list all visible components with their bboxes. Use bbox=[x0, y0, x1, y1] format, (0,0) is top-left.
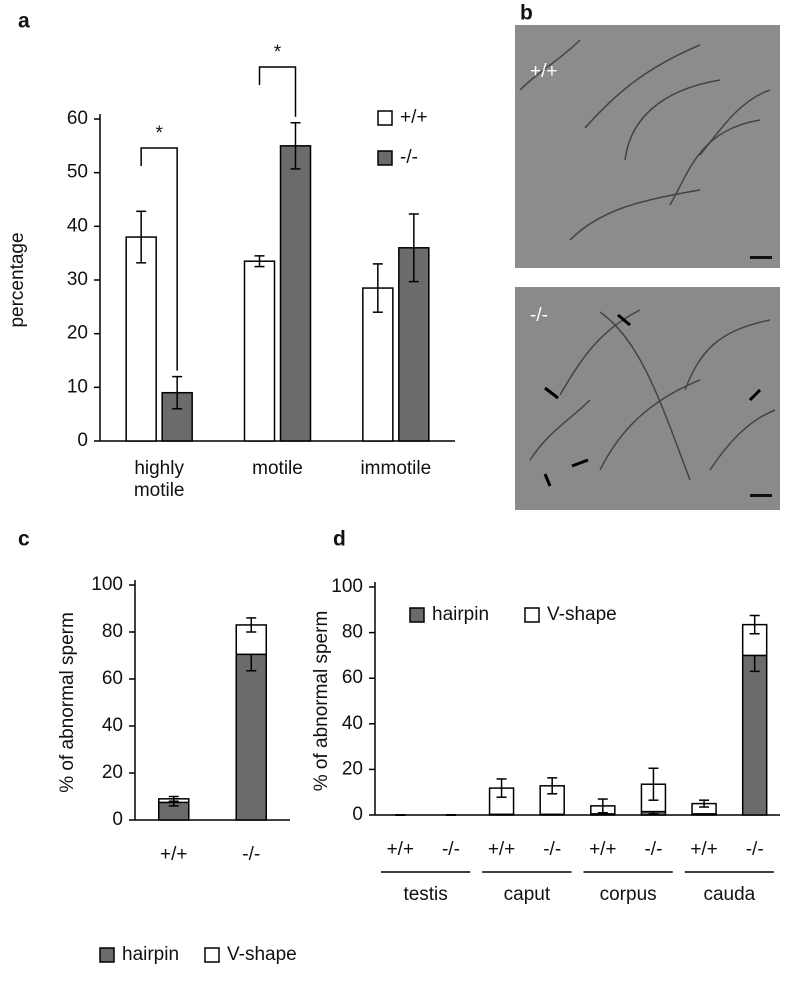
micrograph-label: -/- bbox=[530, 305, 548, 326]
bar bbox=[125, 236, 157, 442]
legend-label: hairpin bbox=[122, 944, 179, 965]
x-tick-label: +/+ bbox=[160, 844, 187, 865]
panel-label: a bbox=[18, 10, 30, 33]
y-tick-label: 80 bbox=[102, 621, 123, 642]
bar bbox=[235, 653, 267, 821]
y-tick-label: 100 bbox=[91, 574, 123, 595]
y-tick-label: 60 bbox=[102, 668, 123, 689]
y-tick-label: 60 bbox=[67, 108, 88, 129]
legend-label: V-shape bbox=[227, 944, 297, 965]
y-tick-label: 40 bbox=[102, 715, 123, 736]
x-tick-label: +/+ bbox=[387, 839, 414, 860]
y-axis-label: % of abnormal sperm bbox=[311, 611, 332, 792]
x-tick-label: highly motile bbox=[134, 458, 185, 501]
micrograph: +/+ bbox=[515, 25, 780, 268]
y-tick-label: 20 bbox=[102, 762, 123, 783]
legend-swatch bbox=[377, 150, 393, 166]
y-tick-label: 20 bbox=[67, 323, 88, 344]
legend-swatch bbox=[524, 607, 540, 623]
legend-swatch bbox=[377, 110, 393, 126]
group-label: caput bbox=[504, 884, 551, 905]
panel-label: c bbox=[18, 528, 30, 551]
y-tick-label: 20 bbox=[342, 758, 363, 779]
significance-bracket bbox=[140, 147, 178, 371]
legend-label: -/- bbox=[400, 147, 418, 168]
legend-label: +/+ bbox=[400, 107, 427, 128]
annotation: * bbox=[274, 42, 282, 63]
x-tick-label: motile bbox=[252, 458, 303, 479]
x-tick-label: immotile bbox=[360, 458, 431, 479]
significance-bracket bbox=[258, 66, 297, 117]
group-label: cauda bbox=[703, 884, 755, 905]
annotation: * bbox=[155, 123, 163, 144]
group-label: testis bbox=[403, 884, 447, 905]
legend-swatch bbox=[204, 947, 220, 963]
y-axis-label: percentage bbox=[7, 232, 28, 327]
x-tick-label: -/- bbox=[746, 839, 764, 860]
x-tick-label: +/+ bbox=[488, 839, 515, 860]
y-tick-label: 30 bbox=[67, 269, 88, 290]
y-tick-label: 10 bbox=[67, 376, 88, 397]
panel-label: d bbox=[333, 528, 346, 551]
y-tick-label: 80 bbox=[342, 622, 363, 643]
micrograph: -/- bbox=[515, 287, 780, 510]
x-tick-label: -/- bbox=[442, 839, 460, 860]
bar bbox=[741, 654, 768, 816]
x-tick-label: -/- bbox=[242, 844, 260, 865]
y-tick-label: 0 bbox=[77, 430, 88, 451]
bar bbox=[279, 145, 312, 442]
y-tick-label: 50 bbox=[67, 162, 88, 183]
x-tick-label: +/+ bbox=[690, 839, 717, 860]
group-label: corpus bbox=[600, 884, 657, 905]
bar bbox=[362, 287, 394, 442]
x-tick-label: -/- bbox=[644, 839, 662, 860]
legend-label: V-shape bbox=[547, 604, 617, 625]
y-tick-label: 0 bbox=[352, 804, 363, 825]
legend-swatch bbox=[409, 607, 425, 623]
legend-label: hairpin bbox=[432, 604, 489, 625]
y-axis-label: % of abnormal sperm bbox=[57, 612, 78, 793]
y-tick-label: 100 bbox=[331, 576, 363, 597]
y-tick-label: 40 bbox=[67, 215, 88, 236]
legend-swatch bbox=[99, 947, 115, 963]
y-tick-label: 0 bbox=[112, 809, 123, 830]
x-tick-label: -/- bbox=[543, 839, 561, 860]
y-tick-label: 60 bbox=[342, 667, 363, 688]
panel-label: b bbox=[520, 2, 533, 25]
x-tick-label: +/+ bbox=[589, 839, 616, 860]
micrograph-label: +/+ bbox=[530, 61, 557, 82]
y-tick-label: 40 bbox=[342, 713, 363, 734]
bar bbox=[243, 260, 276, 442]
